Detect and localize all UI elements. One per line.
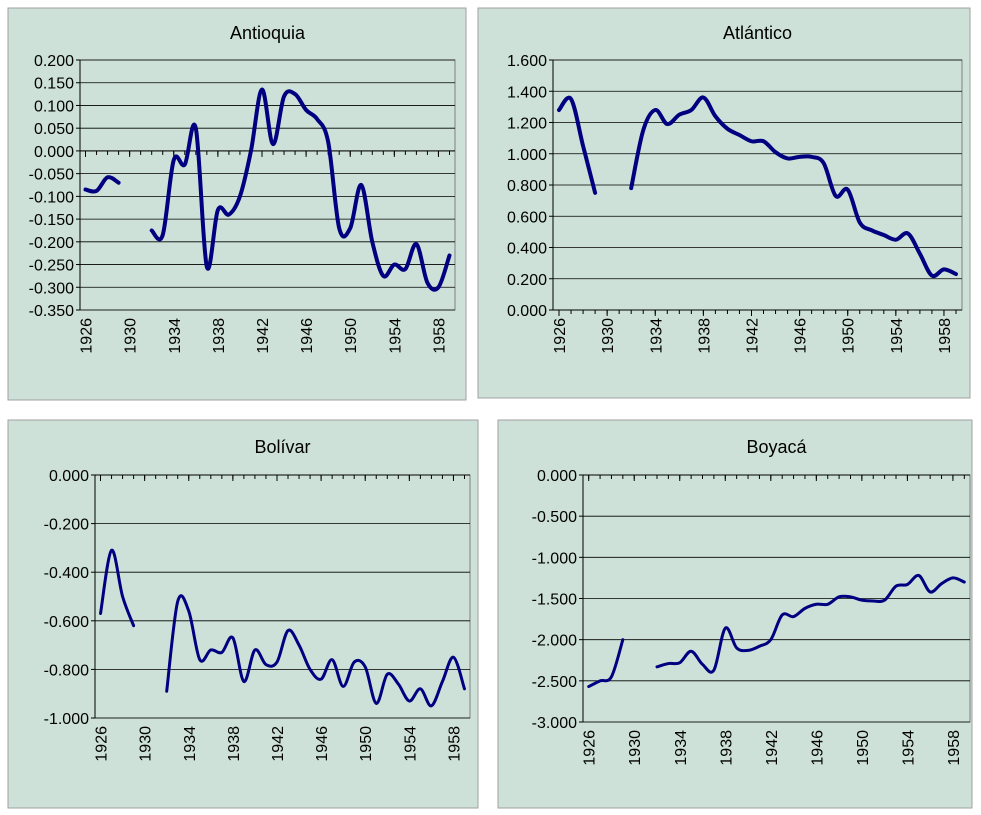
- y-tick-label: -0.200: [44, 517, 89, 534]
- y-tick-label: 1.600: [507, 53, 547, 70]
- y-tick-label: 0.100: [34, 98, 74, 115]
- chart-title: Atlántico: [723, 23, 792, 43]
- x-tick-label: 1938: [226, 726, 243, 762]
- y-tick-label: -0.150: [29, 212, 74, 229]
- data-line: [99, 548, 466, 708]
- y-tick-label: -0.400: [44, 565, 89, 582]
- x-tick-label: 1954: [889, 318, 906, 354]
- y-tick-label: -1.500: [532, 592, 577, 609]
- y-tick-label: 0.200: [507, 272, 547, 289]
- chart-title: Antioquia: [230, 23, 306, 43]
- x-tick-label: 1950: [358, 726, 375, 762]
- chart-title: Bolívar: [254, 437, 310, 457]
- x-tick-label: 1958: [446, 726, 463, 762]
- x-tick-label: 1950: [343, 318, 360, 354]
- chart-panel: Boyacá -3.000 -2.500 -2.000 -1.500 -1.000 -0.5…: [497, 419, 973, 809]
- x-tick-label: 1946: [314, 726, 331, 762]
- y-tick-label: -0.350: [29, 303, 74, 320]
- x-tick-label: 1930: [123, 318, 140, 354]
- y-tick-label: 1.000: [507, 147, 547, 164]
- x-tick-label: 1934: [648, 318, 665, 354]
- x-tick-label: 1950: [841, 318, 858, 354]
- chart-panel: Bolívar -1.000 -0.800 -0.600 -0.400 -0.200 0.0…: [7, 419, 479, 809]
- x-tick-label: 1942: [764, 730, 781, 766]
- y-tick-label: 0.000: [507, 303, 547, 320]
- x-tick-label: 1958: [946, 730, 963, 766]
- x-tick-label: 1942: [255, 318, 272, 354]
- x-tick-label: 1946: [793, 318, 810, 354]
- chart-panel: Antioquia -0.350 -0.300 -0.250 -0.200 -0.150 -…: [7, 7, 467, 401]
- y-tick-label: 0.000: [34, 144, 74, 161]
- y-tick-label: 0.200: [34, 53, 74, 70]
- x-tick-label: 1942: [744, 318, 761, 354]
- x-tick-label: 1938: [718, 730, 735, 766]
- plot-area: [94, 474, 471, 719]
- y-tick-label: -2.500: [532, 674, 577, 691]
- y-tick-label: -2.000: [532, 633, 577, 650]
- y-tick-label: -1.000: [532, 550, 577, 567]
- x-tick-label: 1934: [167, 318, 184, 354]
- y-tick-label: -0.800: [44, 662, 89, 679]
- x-tick-label: 1938: [696, 318, 713, 354]
- x-tick-label: 1930: [138, 726, 155, 762]
- y-tick-label: 0.400: [507, 241, 547, 258]
- y-tick-label: -0.250: [29, 258, 74, 275]
- x-tick-label: 1930: [600, 318, 617, 354]
- x-tick-label: 1954: [387, 318, 404, 354]
- x-tick-label: 1954: [402, 726, 419, 762]
- x-tick-label: 1926: [94, 726, 111, 762]
- data-line: [83, 87, 452, 292]
- x-tick-label: 1934: [673, 730, 690, 766]
- x-tick-label: 1958: [937, 318, 954, 354]
- x-tick-label: 1946: [299, 318, 316, 354]
- y-tick-label: 0.050: [34, 121, 74, 138]
- x-tick-label: 1954: [900, 730, 917, 766]
- y-tick-label: 0.000: [49, 468, 89, 485]
- y-tick-label: 0.000: [537, 468, 577, 485]
- plot-area: [79, 59, 456, 311]
- chart-panel: Atlántico 0.000 0.200 0.400 0.600 0.800 1.000 1…: [477, 7, 971, 399]
- y-tick-label: -0.600: [44, 614, 89, 631]
- y-tick-label: -0.300: [29, 280, 74, 297]
- y-tick-label: -0.200: [29, 235, 74, 252]
- y-tick-label: 0.150: [34, 76, 74, 93]
- x-tick-label: 1926: [552, 318, 569, 354]
- data-line: [587, 573, 966, 689]
- y-tick-label: -1.000: [44, 711, 89, 728]
- y-tick-label: -0.500: [532, 509, 577, 526]
- y-tick-label: 0.600: [507, 209, 547, 226]
- x-tick-label: 1938: [211, 318, 228, 354]
- x-tick-label: 1946: [809, 730, 826, 766]
- y-tick-label: 0.800: [507, 178, 547, 195]
- data-line: [557, 95, 958, 279]
- y-tick-label: -0.100: [29, 189, 74, 206]
- y-tick-label: -3.000: [532, 715, 577, 732]
- y-tick-label: -0.050: [29, 167, 74, 184]
- x-tick-label: 1930: [627, 730, 644, 766]
- x-tick-label: 1926: [582, 730, 599, 766]
- chart-title: Boyacá: [746, 437, 807, 457]
- x-tick-label: 1934: [182, 726, 199, 762]
- x-tick-label: 1958: [431, 318, 448, 354]
- y-tick-label: 1.400: [507, 84, 547, 101]
- x-tick-label: 1942: [270, 726, 287, 762]
- x-tick-label: 1926: [79, 318, 96, 354]
- x-tick-label: 1950: [855, 730, 872, 766]
- y-tick-label: 1.200: [507, 116, 547, 133]
